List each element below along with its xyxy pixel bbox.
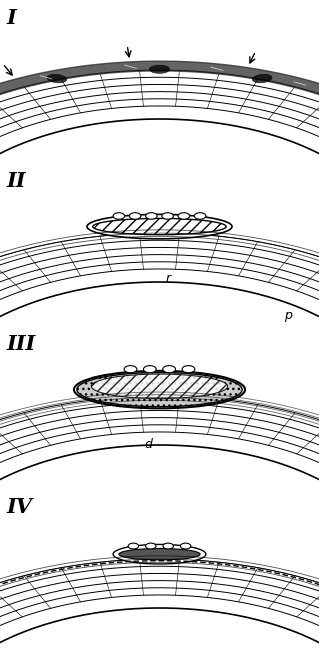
Polygon shape [0,559,319,652]
Ellipse shape [77,372,242,407]
Ellipse shape [113,544,206,564]
Polygon shape [0,61,319,168]
Circle shape [144,366,156,373]
Ellipse shape [87,215,232,239]
Polygon shape [0,396,319,541]
Circle shape [145,543,156,549]
Circle shape [162,213,174,219]
Circle shape [182,366,195,373]
Text: d: d [144,438,152,451]
Text: I: I [6,8,16,28]
Polygon shape [0,233,319,378]
Circle shape [178,213,190,219]
Circle shape [163,366,175,373]
Circle shape [124,366,137,373]
Circle shape [194,213,206,219]
Circle shape [180,543,191,549]
Ellipse shape [149,65,170,74]
Circle shape [128,543,139,549]
Ellipse shape [47,74,67,83]
Ellipse shape [119,548,200,560]
Text: II: II [6,171,26,191]
Circle shape [113,213,125,219]
Text: III: III [6,334,36,354]
Circle shape [129,213,141,219]
Text: r: r [165,273,170,285]
Text: p: p [284,310,292,323]
Ellipse shape [252,74,272,83]
Polygon shape [0,70,319,215]
Ellipse shape [91,374,228,398]
Text: IV: IV [6,497,33,517]
Circle shape [145,213,157,219]
Ellipse shape [93,218,226,235]
Circle shape [163,543,174,549]
